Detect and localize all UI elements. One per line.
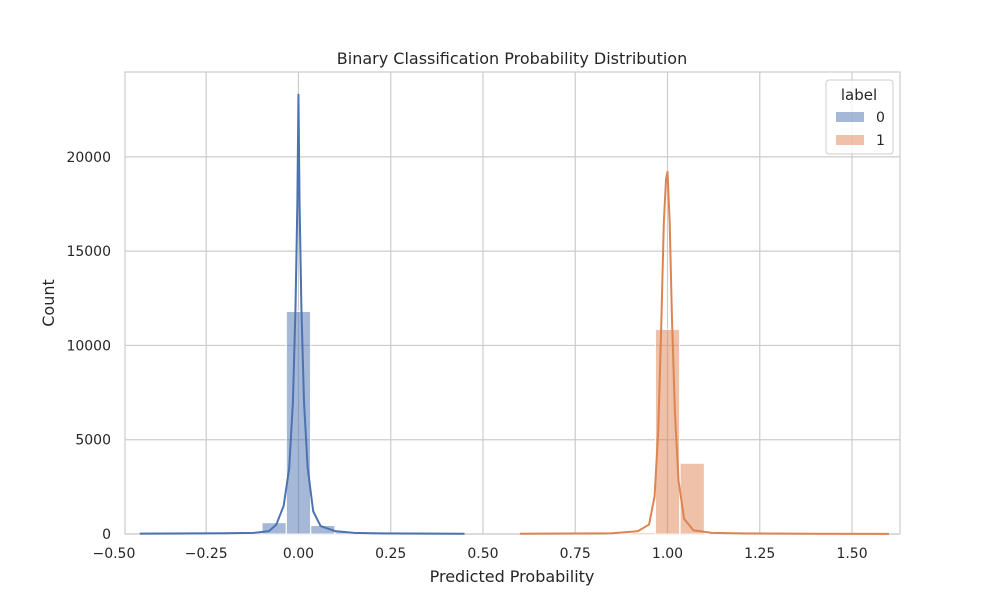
y-tick-label: 5000 bbox=[75, 433, 111, 449]
y-axis-label: Count bbox=[39, 279, 58, 327]
y-axis-ticks: 0 5000 10000 15000 20000 bbox=[66, 150, 111, 543]
y-tick-label: 20000 bbox=[66, 150, 111, 166]
y-tick-label: 10000 bbox=[66, 338, 111, 354]
x-axis-ticks: −0.50 −0.25 0.00 0.25 0.50 0.75 1.00 1.25 1.50 bbox=[92, 546, 867, 562]
histogram-bar-series-0 bbox=[285, 310, 312, 535]
x-tick-label: 0.00 bbox=[283, 546, 314, 562]
x-tick-label: −0.25 bbox=[185, 546, 228, 562]
legend-swatch-1 bbox=[836, 135, 864, 145]
y-tick-label: 15000 bbox=[66, 244, 111, 260]
histogram-bar-series-1 bbox=[631, 531, 657, 535]
histogram-bar-series-0 bbox=[310, 525, 336, 535]
legend-title: label bbox=[841, 86, 877, 104]
legend: label 0 1 bbox=[825, 79, 894, 155]
legend-swatch-0 bbox=[836, 112, 864, 122]
x-axis-label: Predicted Probability bbox=[430, 567, 595, 586]
grid bbox=[125, 72, 900, 535]
kde-curve-series-0 bbox=[139, 93, 465, 535]
x-tick-label: 0.75 bbox=[560, 546, 591, 562]
x-tick-label: 0.50 bbox=[467, 546, 498, 562]
chart-title: Binary Classification Probability Distri… bbox=[337, 49, 687, 68]
kde-curve-series-1 bbox=[519, 170, 889, 535]
y-tick-label: 0 bbox=[102, 527, 111, 543]
legend-label-0: 0 bbox=[876, 110, 885, 126]
x-tick-label: 1.00 bbox=[652, 546, 683, 562]
plot-area bbox=[124, 71, 901, 535]
kde-curves bbox=[139, 93, 889, 535]
x-tick-label: −0.50 bbox=[92, 546, 135, 562]
histogram-bar-series-1 bbox=[679, 462, 705, 535]
x-tick-label: 0.25 bbox=[375, 546, 406, 562]
x-tick-label: 1.25 bbox=[744, 546, 775, 562]
x-tick-label: 1.50 bbox=[836, 546, 867, 562]
legend-label-1: 1 bbox=[876, 133, 885, 149]
